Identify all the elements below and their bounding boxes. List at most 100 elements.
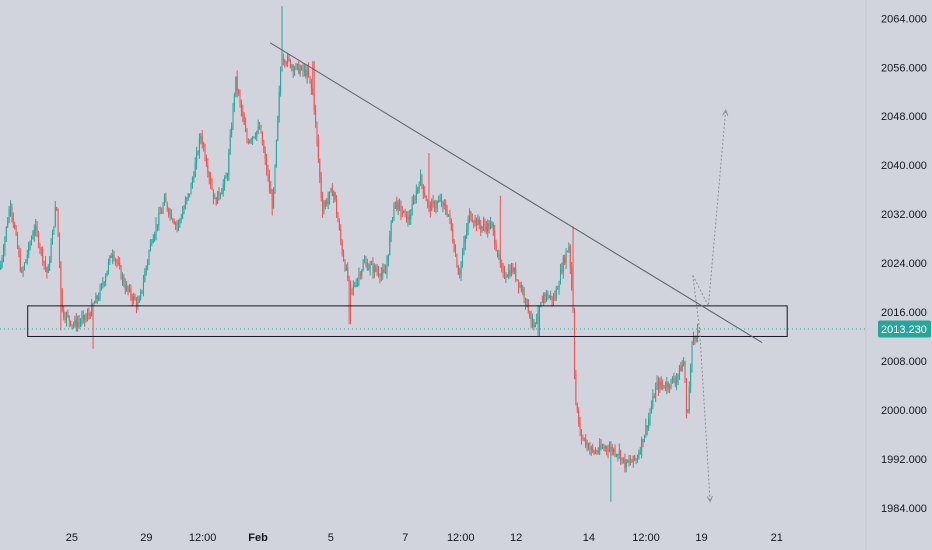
candle-body — [232, 105, 234, 128]
candle-body — [652, 396, 654, 407]
candle-body — [508, 270, 510, 277]
candle-body — [504, 270, 506, 278]
candle-body — [477, 219, 479, 226]
candle-body — [288, 56, 290, 60]
candle-body — [393, 202, 395, 219]
candle-body — [420, 175, 422, 186]
candle-body — [599, 444, 601, 452]
candle-body — [615, 454, 617, 456]
candle-body — [210, 177, 212, 185]
candle-body — [555, 289, 557, 299]
candle-body — [480, 225, 482, 230]
candle-body — [513, 268, 515, 273]
candle-body — [361, 270, 363, 276]
candle-body — [622, 457, 624, 459]
candle-body — [557, 288, 559, 290]
candle-body — [456, 254, 458, 268]
candle-body — [284, 60, 286, 64]
price-tick-label: 2016.000 — [881, 307, 927, 319]
candle-body — [98, 298, 100, 300]
candle-body — [116, 260, 118, 263]
candle-body — [606, 446, 608, 449]
candle-body — [92, 303, 94, 305]
candle-body — [688, 387, 690, 412]
candle-body — [214, 198, 216, 200]
candle-body — [260, 128, 262, 132]
candle-body — [37, 233, 39, 246]
candle-body — [67, 314, 69, 316]
candle-body — [396, 201, 398, 210]
candle-body — [516, 279, 518, 281]
candle-body — [8, 209, 10, 222]
candle-body — [110, 255, 112, 258]
candle-body — [184, 201, 186, 209]
candle-body — [548, 296, 550, 298]
candle-body — [573, 311, 575, 375]
candle-body — [376, 270, 378, 272]
candle-body — [394, 201, 396, 203]
candle-body — [629, 460, 631, 463]
candle-body — [323, 205, 325, 212]
candle-body — [365, 262, 367, 264]
candle-body — [196, 152, 198, 163]
candle-body — [645, 425, 647, 436]
candle-body — [16, 234, 18, 248]
candle-body — [303, 69, 305, 72]
candle-body — [287, 56, 289, 64]
candle-body — [531, 319, 533, 322]
candle-body — [39, 245, 41, 249]
candle-body — [26, 254, 28, 260]
candle-body — [373, 266, 375, 273]
candle-body — [601, 447, 603, 449]
candle-body — [182, 212, 184, 219]
candle-body — [613, 449, 615, 452]
price-axis[interactable]: 2064.000 2056.000 2048.000 2040.000 2032.000… — [881, 13, 927, 514]
candle-body — [470, 211, 472, 220]
candle-body — [641, 439, 643, 452]
time-tick-label: 12:00 — [189, 532, 217, 544]
candle-body — [142, 282, 144, 291]
candle-body — [312, 88, 314, 95]
candle-body — [662, 385, 664, 387]
candle-body — [82, 314, 84, 318]
candle-body — [315, 110, 317, 123]
candle-body — [352, 285, 354, 290]
candle-body — [341, 241, 343, 254]
candle-body — [498, 254, 500, 256]
candle-body — [646, 425, 648, 429]
candle-body — [438, 200, 440, 203]
candle-body — [607, 448, 609, 452]
candle-body — [676, 378, 678, 384]
candle-body — [1, 258, 3, 265]
candle-body — [491, 223, 493, 225]
candle-body — [289, 59, 291, 68]
candle-body — [495, 244, 497, 251]
candle-body — [291, 65, 293, 68]
candle-body — [107, 262, 109, 271]
candle-body — [586, 443, 588, 446]
candle-body — [292, 65, 294, 71]
candle-body — [215, 198, 217, 204]
candle-body — [466, 230, 468, 237]
candle-body — [84, 314, 86, 320]
time-tick-label: 12:00 — [632, 532, 660, 544]
candle-body — [40, 248, 42, 250]
candle-body — [348, 279, 350, 282]
candle-body — [628, 460, 630, 463]
candle-body — [338, 221, 340, 230]
candle-body — [245, 124, 247, 132]
time-axis[interactable]: 25 29 12:00 Feb 5 7 12:00 12 14 12:00 19 21 — [66, 532, 783, 544]
candle-body — [344, 260, 346, 270]
time-tick-label: 21 — [771, 532, 783, 544]
candle-body — [320, 177, 322, 198]
candle-body — [449, 214, 451, 219]
price-tick-label: 2000.000 — [881, 405, 927, 417]
candle-body — [579, 424, 581, 431]
time-tick-label: 14 — [583, 532, 595, 544]
candle-body — [112, 254, 114, 258]
price-tick-label: 2032.000 — [881, 209, 927, 221]
candle-body — [618, 450, 620, 455]
candle-body — [85, 317, 87, 320]
candle-body — [252, 136, 254, 140]
